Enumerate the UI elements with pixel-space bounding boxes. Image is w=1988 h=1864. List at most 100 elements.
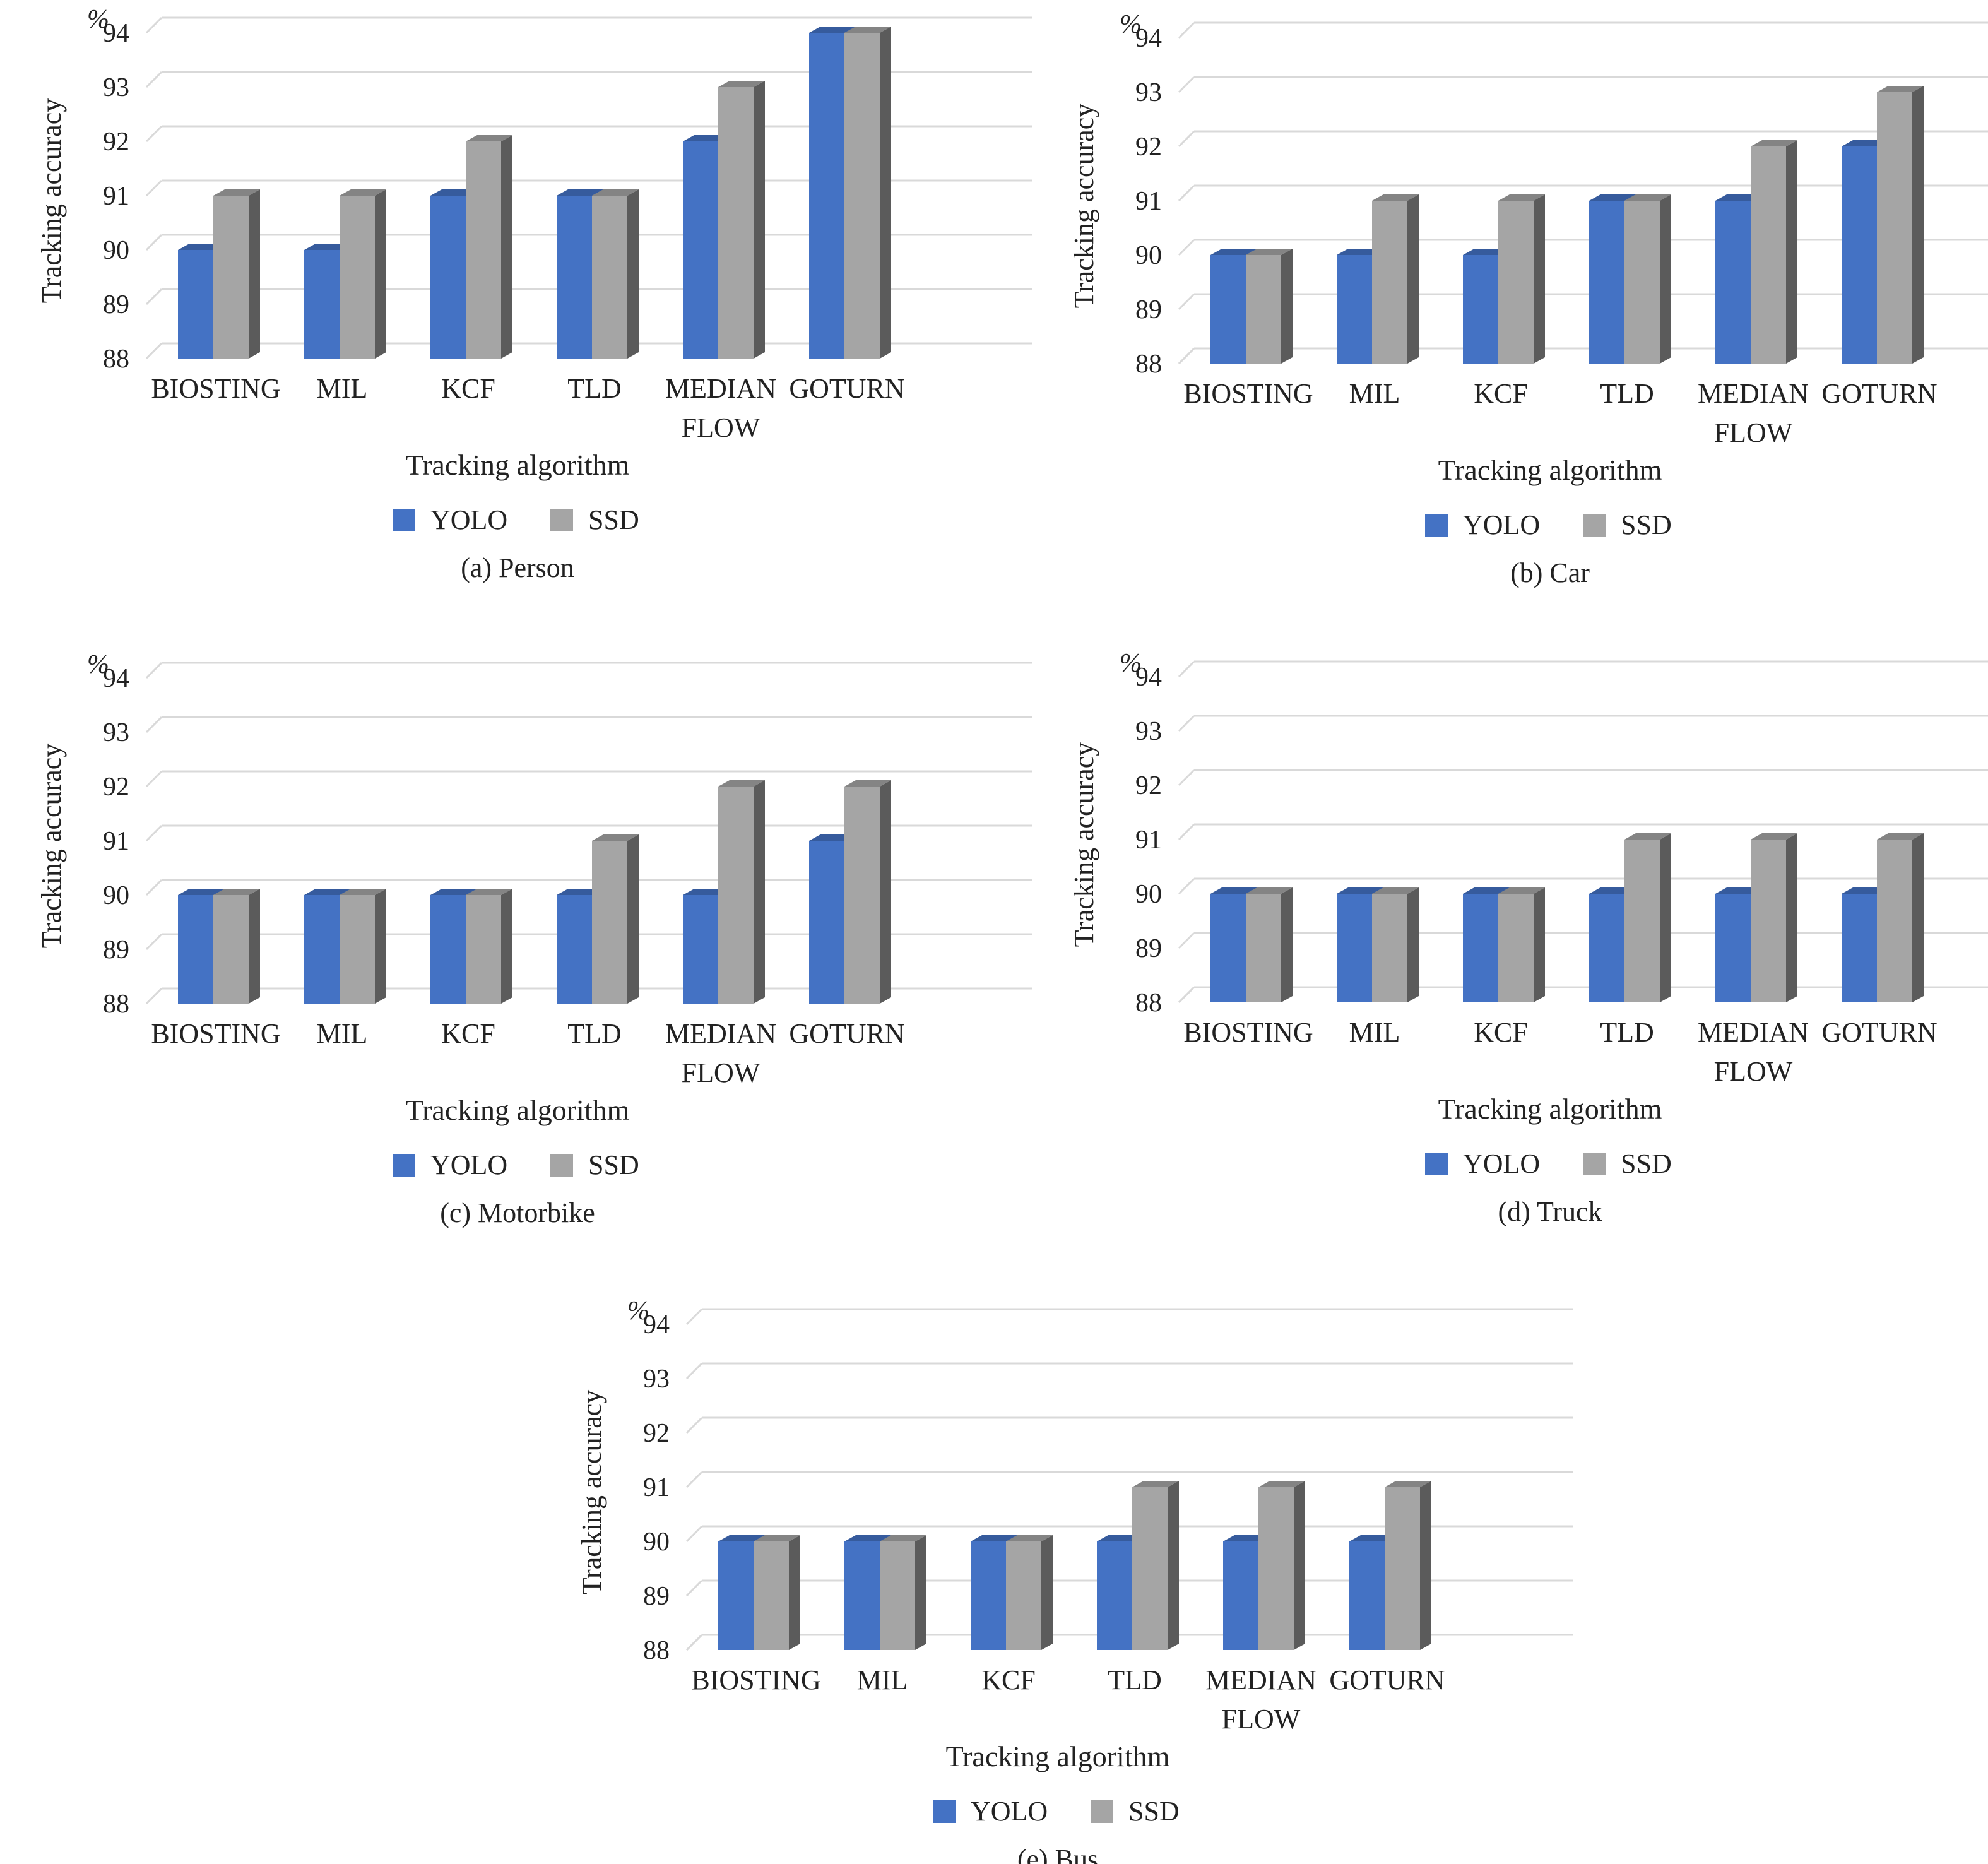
legend: YOLO SSD [933, 1796, 1180, 1827]
bar-ssd [718, 81, 765, 359]
legend: YOLO SSD [1425, 509, 1672, 540]
x-axis-title: Tracking algorithm [946, 1740, 1170, 1772]
gridline-diagonal [685, 1362, 703, 1380]
bar-top [1006, 1535, 1053, 1541]
bar-top [304, 889, 351, 895]
bar-front [718, 87, 754, 359]
bar-front [880, 1541, 915, 1650]
bar-front [1715, 894, 1751, 1002]
bar-front [430, 895, 466, 1004]
bar-front [1498, 201, 1534, 364]
x-tick-label: TLD [1600, 1017, 1654, 1048]
legend-label: YOLO [430, 504, 507, 535]
bar-top [683, 135, 730, 141]
bar-top [1715, 887, 1762, 894]
bar-top [1372, 194, 1419, 201]
bar-top [1349, 1535, 1396, 1541]
bar-front [754, 1541, 789, 1650]
bar-front [178, 250, 213, 359]
bar-top [1589, 194, 1636, 201]
y-tick-label: 93 [103, 718, 129, 747]
bar-side [249, 189, 260, 359]
legend-label: YOLO [971, 1796, 1048, 1827]
bar-side [1281, 887, 1293, 1002]
bar-top [1589, 887, 1636, 894]
x-tick-label: GOTURN [1821, 1017, 1937, 1048]
y-tick-label: 90 [103, 881, 129, 910]
x-axis-title: Tracking algorithm [1438, 1093, 1662, 1125]
chart-panel: 88 89 90 91 92 93 94% Tracking accuracy BIOSTING… [576, 1297, 1573, 1864]
bar-ssd [880, 1535, 926, 1650]
y-tick-label: 92 [103, 128, 129, 157]
y-tick-label: 91 [103, 827, 129, 856]
y-tick-label: 88 [103, 345, 129, 374]
bar-front [1372, 894, 1407, 1002]
gridline-diagonal [685, 1471, 703, 1488]
bar-top [1097, 1535, 1144, 1541]
bar-top [430, 889, 477, 895]
y-unit-label: % [1120, 10, 1142, 39]
bar-ssd [466, 889, 512, 1004]
bar-front [1210, 894, 1246, 1002]
bar-top [178, 244, 225, 250]
bar-top [1463, 249, 1510, 255]
gridline-diagonal [1178, 877, 1195, 895]
legend-label: YOLO [1463, 509, 1540, 540]
bar-top [304, 244, 351, 250]
bar-front [557, 895, 592, 1004]
bar-front [1589, 894, 1624, 1002]
gridline-diagonal [1178, 932, 1195, 949]
x-tick-label: MIL [857, 1665, 908, 1695]
bar-front [1842, 894, 1877, 1002]
bar-side [627, 189, 639, 359]
gridline-diagonal [1178, 76, 1195, 93]
bar-front [304, 250, 340, 359]
bar-ssd [340, 889, 386, 1004]
panel-caption: (b) Car [1510, 557, 1590, 588]
y-tick-label: 90 [103, 236, 129, 265]
bar-front [971, 1541, 1006, 1650]
bar-side [1912, 86, 1924, 364]
bar-side [1281, 249, 1293, 364]
bar-front [1246, 894, 1281, 1002]
bar-front [718, 1541, 754, 1650]
bar-front [340, 196, 375, 359]
legend-swatch-yolo [1425, 514, 1448, 537]
bar-front [683, 895, 718, 1004]
bar-ssd [844, 27, 891, 359]
legend-label: SSD [588, 1149, 639, 1180]
gridline-diagonal [145, 234, 163, 251]
chart-panel: 88 89 90 91 92 93 94% Tracking accuracy BIOSTING… [36, 650, 1032, 1228]
bar-front [1006, 1541, 1041, 1650]
bar-ssd [1498, 194, 1545, 364]
y-axis-title: Tracking accuracy [36, 744, 67, 949]
gridline-diagonal [1178, 184, 1195, 202]
bar-top [340, 889, 386, 895]
bar-front [213, 895, 249, 1004]
gridline-diagonal [145, 716, 163, 733]
bar-top [718, 81, 765, 87]
y-tick-label: 94 [643, 1310, 670, 1339]
bar-top [1463, 887, 1510, 894]
x-tick-label: FLOW [1714, 1056, 1793, 1087]
gridline-diagonal [145, 662, 163, 679]
bar-ssd [592, 189, 639, 359]
bar-ssd [754, 1535, 800, 1650]
bar-side [501, 135, 512, 359]
bar-front [718, 787, 754, 1004]
gridline-diagonal [145, 770, 163, 788]
x-tick-label: GOTURN [789, 1018, 904, 1049]
bar-side [880, 780, 891, 1004]
y-tick-label: 91 [1135, 187, 1162, 216]
gridline-diagonal [685, 1634, 703, 1651]
y-tick-label: 89 [643, 1582, 670, 1611]
y-tick-label: 92 [103, 773, 129, 802]
x-tick-label: MEDIAN [1205, 1665, 1316, 1695]
bar-ssd [1751, 833, 1797, 1002]
bar-top [1337, 249, 1383, 255]
bar-side [1534, 887, 1545, 1002]
legend-swatch-yolo [393, 1154, 415, 1177]
bar-side [915, 1535, 926, 1650]
bar-top [754, 1535, 800, 1541]
y-tick-label: 90 [643, 1528, 670, 1557]
